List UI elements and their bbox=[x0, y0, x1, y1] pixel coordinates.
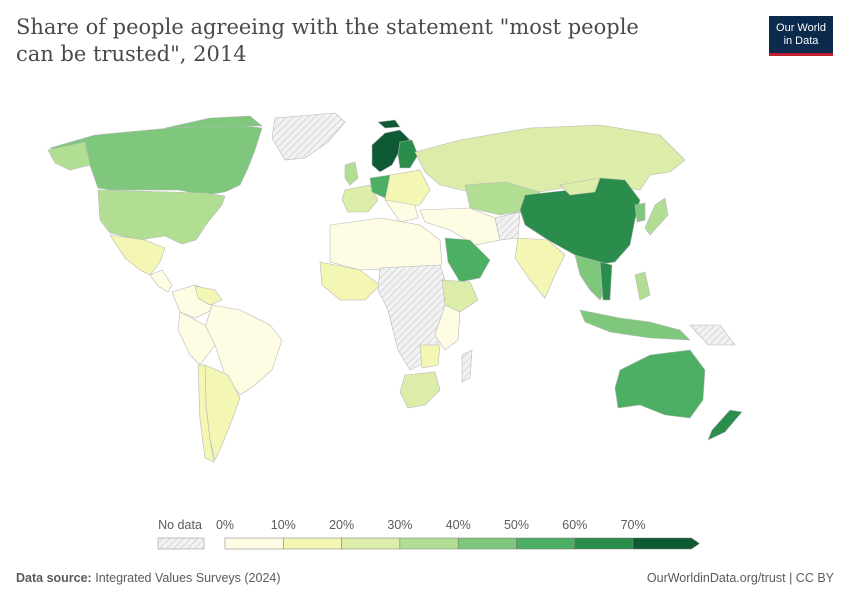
region-mongolia[interactable] bbox=[559, 177, 601, 196]
logo-line-2: in Data bbox=[783, 34, 819, 47]
legend-bin-3[interactable] bbox=[399, 537, 459, 550]
region-finland[interactable] bbox=[397, 139, 419, 169]
region-saudi-arabia[interactable] bbox=[444, 237, 491, 283]
region-east-africa[interactable] bbox=[434, 304, 461, 351]
logo-line-1: Our World bbox=[776, 21, 826, 34]
world-map[interactable] bbox=[0, 105, 850, 475]
data-source-label: Data source: bbox=[16, 571, 92, 585]
region-india[interactable] bbox=[514, 237, 566, 299]
legend-bin-2[interactable] bbox=[341, 537, 401, 550]
region-uk[interactable] bbox=[344, 161, 359, 186]
legend-bin-4[interactable] bbox=[457, 537, 517, 550]
region-chile[interactable] bbox=[197, 364, 215, 463]
region-venezuela[interactable] bbox=[194, 285, 223, 306]
region-papua[interactable] bbox=[689, 324, 736, 346]
legend-tick-label: 10% bbox=[271, 518, 296, 532]
region-korea[interactable] bbox=[634, 202, 646, 223]
region-west-africa[interactable] bbox=[319, 261, 381, 301]
data-source: Data source: Integrated Values Surveys (… bbox=[16, 571, 281, 585]
chart-title: Share of people agreeing with the statem… bbox=[16, 15, 639, 66]
owid-logo[interactable]: Our World in Data bbox=[769, 16, 833, 56]
region-australia[interactable] bbox=[614, 349, 706, 419]
region-china[interactable] bbox=[519, 177, 641, 266]
legend-bin-5[interactable] bbox=[516, 537, 576, 550]
region-turkey-iran[interactable] bbox=[419, 207, 501, 246]
region-south-africa[interactable] bbox=[399, 371, 441, 409]
region-russia[interactable] bbox=[414, 124, 686, 193]
region-zimbabwe[interactable] bbox=[419, 344, 441, 369]
legend-tick-label: 20% bbox=[329, 518, 354, 532]
region-madagascar[interactable] bbox=[461, 349, 473, 383]
data-source-text: Integrated Values Surveys (2024) bbox=[95, 571, 281, 585]
region-afghanistan[interactable] bbox=[494, 211, 521, 241]
legend-no-data-swatch[interactable] bbox=[157, 537, 205, 550]
region-usa[interactable] bbox=[97, 189, 226, 245]
region-japan[interactable] bbox=[644, 197, 669, 236]
region-svalbard[interactable] bbox=[377, 119, 401, 129]
legend-tick-label: 0% bbox=[216, 518, 234, 532]
region-france-spain[interactable] bbox=[341, 184, 379, 213]
legend-tick-label: 50% bbox=[504, 518, 529, 532]
legend-tick-label: 70% bbox=[621, 518, 646, 532]
region-central-america[interactable] bbox=[149, 269, 173, 293]
map-legend: No data 0% 10% 20% 30% 40% 50% 60% 70% bbox=[157, 518, 700, 550]
region-vietnam[interactable] bbox=[599, 261, 613, 301]
legend-tick-label: 30% bbox=[387, 518, 412, 532]
region-ethiopia[interactable] bbox=[441, 279, 479, 313]
legend-no-data-label: No data bbox=[158, 518, 202, 532]
legend-bin-7[interactable] bbox=[632, 537, 700, 550]
region-philippines[interactable] bbox=[634, 271, 651, 301]
legend-bin-1[interactable] bbox=[283, 537, 342, 550]
region-new-zealand[interactable] bbox=[707, 409, 743, 441]
region-greenland[interactable] bbox=[271, 112, 346, 161]
legend-tick-label: 40% bbox=[446, 518, 471, 532]
region-alaska[interactable] bbox=[47, 141, 91, 171]
region-canada-islands[interactable] bbox=[164, 115, 263, 129]
legend-tick-label: 60% bbox=[562, 518, 587, 532]
footer-link[interactable]: OurWorldinData.org/trust | CC BY bbox=[646, 571, 834, 585]
region-mexico[interactable] bbox=[109, 234, 166, 276]
legend-bin-6[interactable] bbox=[574, 537, 634, 550]
region-indonesia[interactable] bbox=[579, 309, 691, 341]
region-balkans[interactable] bbox=[384, 199, 419, 223]
region-north-africa[interactable] bbox=[329, 217, 443, 271]
legend-bin-0[interactable] bbox=[224, 537, 284, 550]
